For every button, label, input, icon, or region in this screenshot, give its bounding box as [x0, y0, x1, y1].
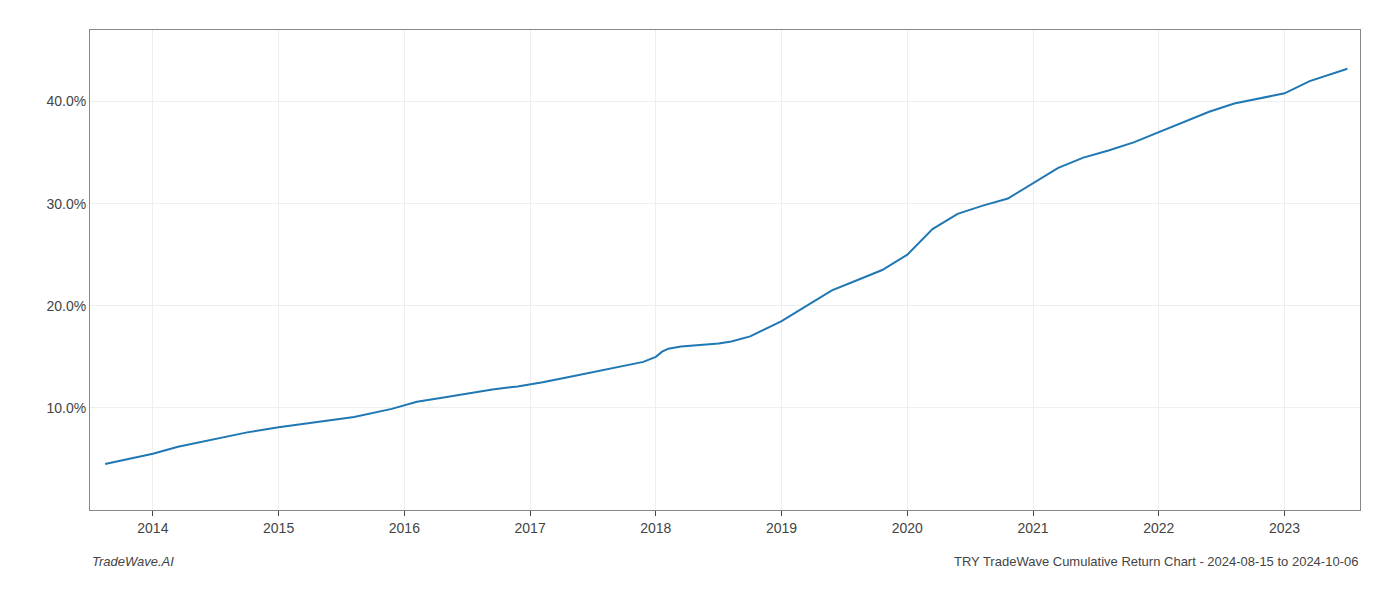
- svg-text:TRY TradeWave Cumulative Retur: TRY TradeWave Cumulative Return Chart - …: [954, 554, 1358, 569]
- svg-text:2023: 2023: [1269, 520, 1300, 536]
- svg-text:2021: 2021: [1017, 520, 1048, 536]
- svg-text:2019: 2019: [766, 520, 797, 536]
- svg-text:2018: 2018: [640, 520, 671, 536]
- svg-text:2016: 2016: [389, 520, 420, 536]
- svg-text:2020: 2020: [892, 520, 923, 536]
- svg-text:2022: 2022: [1143, 520, 1174, 536]
- svg-text:30.0%: 30.0%: [46, 196, 86, 212]
- svg-text:2014: 2014: [137, 520, 168, 536]
- svg-text:TradeWave.AI: TradeWave.AI: [92, 554, 174, 569]
- svg-text:40.0%: 40.0%: [46, 93, 86, 109]
- svg-text:10.0%: 10.0%: [46, 400, 86, 416]
- svg-text:2017: 2017: [515, 520, 546, 536]
- svg-text:2015: 2015: [263, 520, 294, 536]
- svg-text:20.0%: 20.0%: [46, 298, 86, 314]
